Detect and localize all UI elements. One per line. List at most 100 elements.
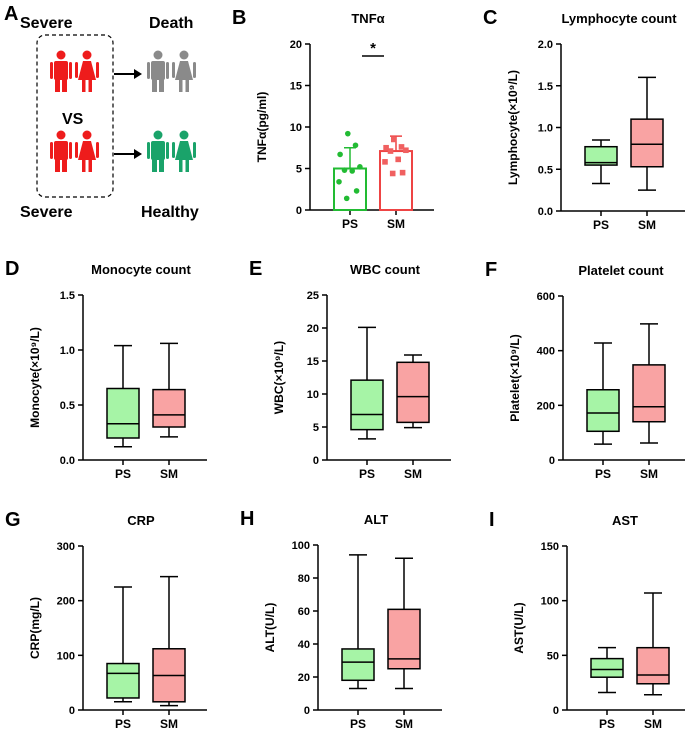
female-person-icon (75, 130, 99, 172)
x-tick-label: SM (644, 717, 662, 731)
x-tick-label: SM (387, 217, 405, 231)
data-point (341, 167, 348, 173)
person-leg (179, 80, 183, 92)
panel-letter: H (240, 508, 254, 530)
y-tick-label: 300 (57, 541, 75, 553)
chart-title: Monocyte count (91, 262, 191, 277)
x-tick-label: PS (115, 717, 131, 731)
person-leg (62, 159, 67, 172)
person-arm (147, 142, 150, 159)
female-person-icon (172, 50, 196, 92)
panel-b: B TNFα TNFα(pg/ml) 0 5 10 15 20 PS SM * (232, 7, 434, 231)
person-head (179, 130, 189, 140)
box (106, 387, 140, 439)
person-leg (185, 160, 189, 172)
box (590, 657, 624, 678)
person-arm (69, 142, 72, 159)
y-tick-label: 5 (313, 422, 319, 434)
panel-letter: G (5, 509, 21, 531)
box (152, 388, 186, 428)
x-tick-label: PS (115, 467, 131, 481)
arrow-right-icon (114, 149, 142, 159)
y-tick-label: 60 (298, 606, 310, 618)
male-person-icon (147, 50, 169, 92)
y-tick-label: 0.0 (60, 455, 75, 467)
person-arm (193, 62, 196, 78)
y-tick-label: 10 (290, 122, 302, 134)
data-point (403, 147, 409, 154)
person-leg (152, 79, 157, 92)
data-point (345, 130, 351, 137)
box (387, 608, 421, 670)
y-tick-label: 1.0 (60, 345, 75, 357)
y-tick-label: 0 (296, 205, 302, 217)
person-leg (152, 159, 157, 172)
y-tick-label: 15 (290, 81, 302, 93)
data-point (383, 144, 389, 151)
y-axis-label: ALT(U/L) (263, 603, 277, 653)
y-tick-label: 100 (57, 650, 75, 662)
person-head (82, 50, 92, 60)
x-tick-label: PS (359, 467, 375, 481)
y-tick-label: 0.5 (60, 400, 75, 412)
box (341, 648, 375, 682)
person-leg (88, 80, 92, 92)
x-tick-label: SM (638, 218, 656, 232)
female-person-icon (75, 50, 99, 92)
x-tick-label: PS (350, 717, 366, 731)
box (396, 361, 430, 424)
y-tick-label: 50 (547, 650, 559, 662)
person-torso (151, 61, 165, 80)
y-tick-label: 150 (541, 541, 559, 553)
person-arm (75, 142, 78, 158)
person-arm (69, 62, 72, 79)
person-head (56, 50, 66, 60)
person-arm (75, 62, 78, 78)
y-tick-label: 100 (541, 596, 559, 608)
data-point (357, 164, 363, 170)
person-dress (175, 61, 193, 80)
y-tick-label: 200 (57, 596, 75, 608)
person-head (153, 50, 163, 60)
female-person-icon (172, 130, 196, 172)
person-arm (96, 62, 99, 78)
box (350, 379, 384, 431)
y-tick-label: 1.0 (538, 123, 553, 135)
vs-label: VS (62, 111, 84, 128)
data-point (387, 148, 394, 154)
person-leg (82, 80, 86, 92)
panel-e: E WBC count WBC(×10⁹/L) 0 5 10 15 20 25 PS SM (249, 258, 451, 481)
y-tick-label: 400 (537, 346, 555, 358)
person-leg (62, 79, 67, 92)
panel-f: F Platelet count Platelet(×10⁹/L) 0 200 400 60… (485, 259, 685, 481)
x-tick-label: SM (404, 467, 422, 481)
data-point (382, 159, 388, 165)
y-tick-label: 100 (292, 540, 310, 552)
x-tick-label: PS (593, 218, 609, 232)
person-leg (82, 160, 86, 172)
panel-a-letter: A (4, 3, 18, 25)
person-leg (185, 80, 189, 92)
panel-letter: B (232, 7, 246, 29)
person-leg (88, 160, 92, 172)
box (106, 662, 140, 699)
y-tick-label: 600 (537, 291, 555, 303)
y-tick-label: 0 (553, 705, 559, 717)
y-tick-label: 40 (298, 639, 310, 651)
data-point (389, 170, 396, 177)
person-arm (172, 62, 175, 78)
severe-group-box (36, 34, 114, 198)
x-tick-label: SM (160, 717, 178, 731)
panel-letter: F (485, 259, 497, 281)
person-head (179, 50, 189, 60)
data-point (399, 169, 406, 176)
person-head (153, 130, 163, 140)
person-leg (179, 160, 183, 172)
y-tick-label: 25 (307, 290, 319, 302)
y-tick-label: 0 (304, 705, 310, 717)
y-tick-label: 0 (549, 455, 555, 467)
person-arm (147, 62, 150, 79)
arrow-right-icon (114, 69, 142, 79)
severe-bottom-label: Severe (20, 204, 73, 221)
